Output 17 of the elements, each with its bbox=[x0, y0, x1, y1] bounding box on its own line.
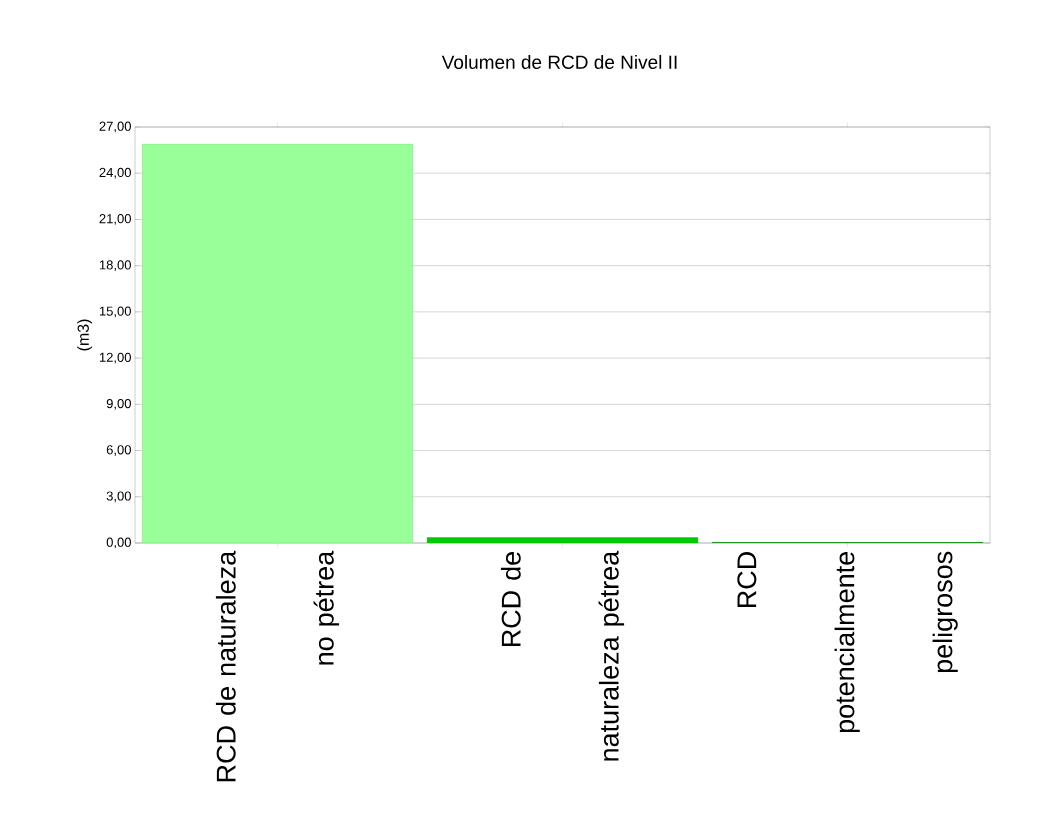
y-tick-label: 0,00 bbox=[106, 537, 131, 549]
y-tick-label: 27,00 bbox=[99, 121, 131, 133]
y-axis-title: (m3) bbox=[77, 319, 93, 351]
bar bbox=[426, 537, 699, 543]
category-label: RCD potencialmente peligrosos bbox=[737, 551, 958, 733]
y-tick-label: 6,00 bbox=[106, 445, 131, 456]
y-tick-label: 18,00 bbox=[99, 260, 131, 272]
category-label: RCD de naturaleza no pétrea bbox=[215, 550, 340, 782]
y-tick-label: 15,00 bbox=[99, 306, 131, 318]
y-tick-label: 12,00 bbox=[99, 352, 131, 364]
y-tick-label: 24,00 bbox=[99, 167, 131, 179]
y-tick-label: 3,00 bbox=[106, 491, 131, 503]
y-tick-label: 9,00 bbox=[106, 398, 131, 410]
bar bbox=[141, 143, 414, 543]
chart-title: Volumen de RCD de Nivel II bbox=[441, 55, 677, 69]
category-label: RCD de naturaleza pétrea bbox=[500, 550, 625, 761]
y-tick-label: 21,00 bbox=[99, 214, 131, 225]
